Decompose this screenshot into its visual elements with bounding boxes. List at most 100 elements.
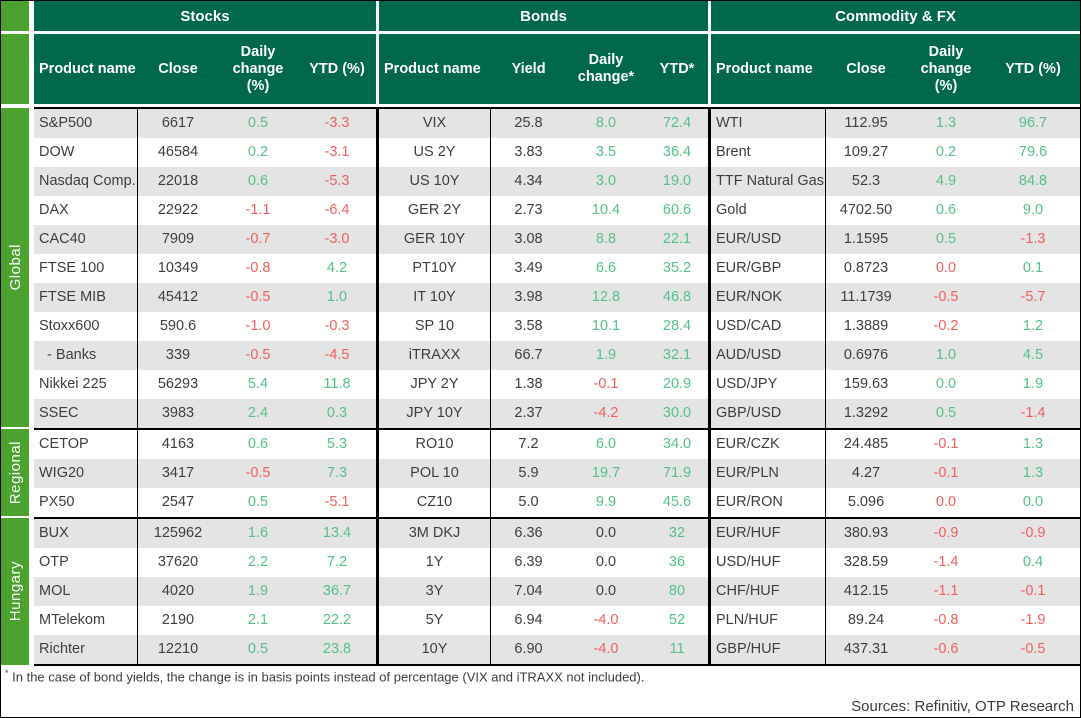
product-name-cell: 3M DKJ: [376, 519, 491, 548]
close-cell: 4020: [161, 583, 195, 599]
ytd-cell: 4.5: [1022, 347, 1044, 363]
product-name-cell: Gold: [708, 196, 826, 225]
daily-change-cell: -0.1: [593, 376, 619, 392]
footnote-marker: *: [5, 668, 9, 678]
close-cell: 2190: [161, 612, 195, 628]
close-cell: 1.3889: [843, 318, 889, 334]
daily-change-cell: -0.5: [245, 465, 271, 481]
table-row: MTelekom 2190 2.1 22.2 5Y 6.94 -4.0 52 P…: [34, 606, 1080, 635]
daily-change-cell: 1.0: [935, 347, 957, 363]
yield-cell: 25.8: [514, 115, 543, 131]
close-cell: 56293: [157, 376, 199, 392]
close-cell: 4702.50: [839, 202, 893, 218]
daily-change-cell: -0.1: [933, 465, 959, 481]
ytd-cell: 9.0: [1022, 202, 1044, 218]
table-row: WIG20 3417 -0.5 7.3 POL 10 5.9 19.7 71.9…: [34, 459, 1080, 488]
ytd-cell: 11.8: [323, 376, 351, 392]
ytd-cell: 79.6: [1018, 144, 1048, 160]
yield-cell: 6.94: [514, 612, 543, 628]
ytd-cell: -3.0: [324, 231, 350, 247]
product-name-cell: iTRAXX: [376, 341, 491, 370]
product-name-cell: EUR/USD: [708, 225, 826, 254]
ytd-cell: 60.6: [662, 202, 692, 218]
commodity-fx-group-title: Commodity & FX: [711, 1, 1080, 31]
yield-cell: 7.04: [514, 583, 543, 599]
product-name-cell: JPY 10Y: [376, 399, 491, 428]
ytd-cell: 19.0: [662, 173, 692, 189]
ytd-cell: 5.3: [326, 436, 348, 452]
table-row: SSEC 3983 2.4 0.3 JPY 10Y 2.37 -4.2 30.0…: [34, 399, 1080, 428]
ytd-cell: 45.6: [662, 494, 692, 510]
yield-cell: 3.49: [514, 260, 543, 276]
product-name-cell: FTSE MIB: [34, 283, 138, 312]
daily-change-cell: -4.0: [593, 641, 619, 657]
close-cell: 7909: [161, 231, 195, 247]
daily-change-cell: 2.4: [247, 405, 269, 421]
table-row: FTSE 100 10349 -0.8 4.2 PT10Y 3.49 6.6 3…: [34, 254, 1080, 283]
daily-change-cell: 0.5: [935, 231, 957, 247]
close-cell: 109.27: [843, 144, 889, 160]
section-hungary: Hungary BUX 125962 1.6 13.4 3M DKJ 6.36 …: [1, 517, 1080, 666]
daily-change-cell: -0.5: [245, 347, 271, 363]
section-stripe: Global: [1, 108, 29, 427]
close-cell: 0.8723: [843, 260, 889, 276]
product-name-cell: OTP: [34, 548, 138, 577]
product-name-cell: Nikkei 225: [34, 370, 138, 399]
ytd-cell: 32: [668, 525, 686, 541]
ytd-cell: 84.8: [1018, 173, 1048, 189]
close-cell: 5.096: [847, 494, 885, 510]
daily-change-cell: 2.1: [247, 612, 269, 628]
daily-change-cell: 3.0: [595, 173, 617, 189]
daily-change-cell: 0.0: [935, 494, 957, 510]
product-name-cell: PX50: [34, 488, 138, 517]
yield-cell: 4.34: [514, 173, 543, 189]
bonds-group-title: Bonds: [379, 1, 708, 31]
section-global: Global S&P500 6617 0.5 -3.3 VIX 25.8 8.0…: [1, 107, 1080, 428]
close-cell: 437.31: [843, 641, 889, 657]
ytd-cell: 1.0: [326, 289, 348, 305]
close-cell: 89.24: [847, 612, 885, 628]
daily-change-cell: 12.8: [591, 289, 621, 305]
product-name-cell: PLN/HUF: [708, 606, 826, 635]
section-rows: CETOP 4163 0.6 5.3 RO10 7.2 6.0 34.0 EUR…: [34, 428, 1080, 517]
daily-change-cell: 3.5: [595, 144, 617, 160]
column-header: Product name: [39, 60, 136, 77]
group-title-row: Stocks Bonds Commodity & FX: [1, 1, 1080, 31]
column-header: YTD (%): [1005, 60, 1061, 77]
daily-change-cell: -4.0: [593, 612, 619, 628]
yield-cell: 2.37: [514, 405, 543, 421]
product-name-cell: USD/HUF: [708, 548, 826, 577]
close-cell: 10349: [157, 260, 199, 276]
daily-change-cell: 6.0: [595, 436, 617, 452]
product-name-cell: GBP/HUF: [708, 635, 826, 664]
daily-change-cell: -0.2: [933, 318, 959, 334]
ytd-cell: -3.1: [324, 144, 350, 160]
product-name-cell: EUR/PLN: [708, 459, 826, 488]
table-row: Richter 12210 0.5 23.8 10Y 6.90 -4.0 11 …: [34, 635, 1080, 664]
product-name-cell: PT10Y: [376, 254, 491, 283]
daily-change-cell: 0.0: [595, 525, 617, 541]
ytd-cell: 36: [668, 554, 686, 570]
product-name-cell: WTI: [708, 109, 826, 138]
product-name-cell: GBP/USD: [708, 399, 826, 428]
ytd-cell: 23.8: [322, 641, 352, 657]
daily-change-cell: 0.2: [247, 144, 269, 160]
daily-change-cell: -0.6: [933, 641, 959, 657]
daily-change-cell: -0.5: [245, 289, 271, 305]
ytd-cell: -0.5: [1020, 641, 1046, 657]
daily-change-cell: 1.9: [247, 583, 269, 599]
daily-change-cell: 10.1: [591, 318, 621, 334]
product-name-cell: S&P500: [34, 109, 138, 138]
close-cell: 45412: [157, 289, 199, 305]
product-name-cell: MOL: [34, 577, 138, 606]
daily-change-cell: -0.9: [933, 525, 959, 541]
close-cell: 24.485: [843, 436, 889, 452]
ytd-cell: 36.4: [662, 144, 692, 160]
close-cell: 112.95: [844, 115, 888, 131]
table-row: CAC40 7909 -0.7 -3.0 GER 10Y 3.08 8.8 22…: [34, 225, 1080, 254]
product-name-cell: GER 10Y: [376, 225, 491, 254]
ytd-cell: 34.0: [662, 436, 692, 452]
daily-change-cell: 0.0: [935, 260, 957, 276]
close-cell: 22922: [157, 202, 199, 218]
section-regional: Regional CETOP 4163 0.6 5.3 RO10 7.2 6.0…: [1, 428, 1080, 517]
